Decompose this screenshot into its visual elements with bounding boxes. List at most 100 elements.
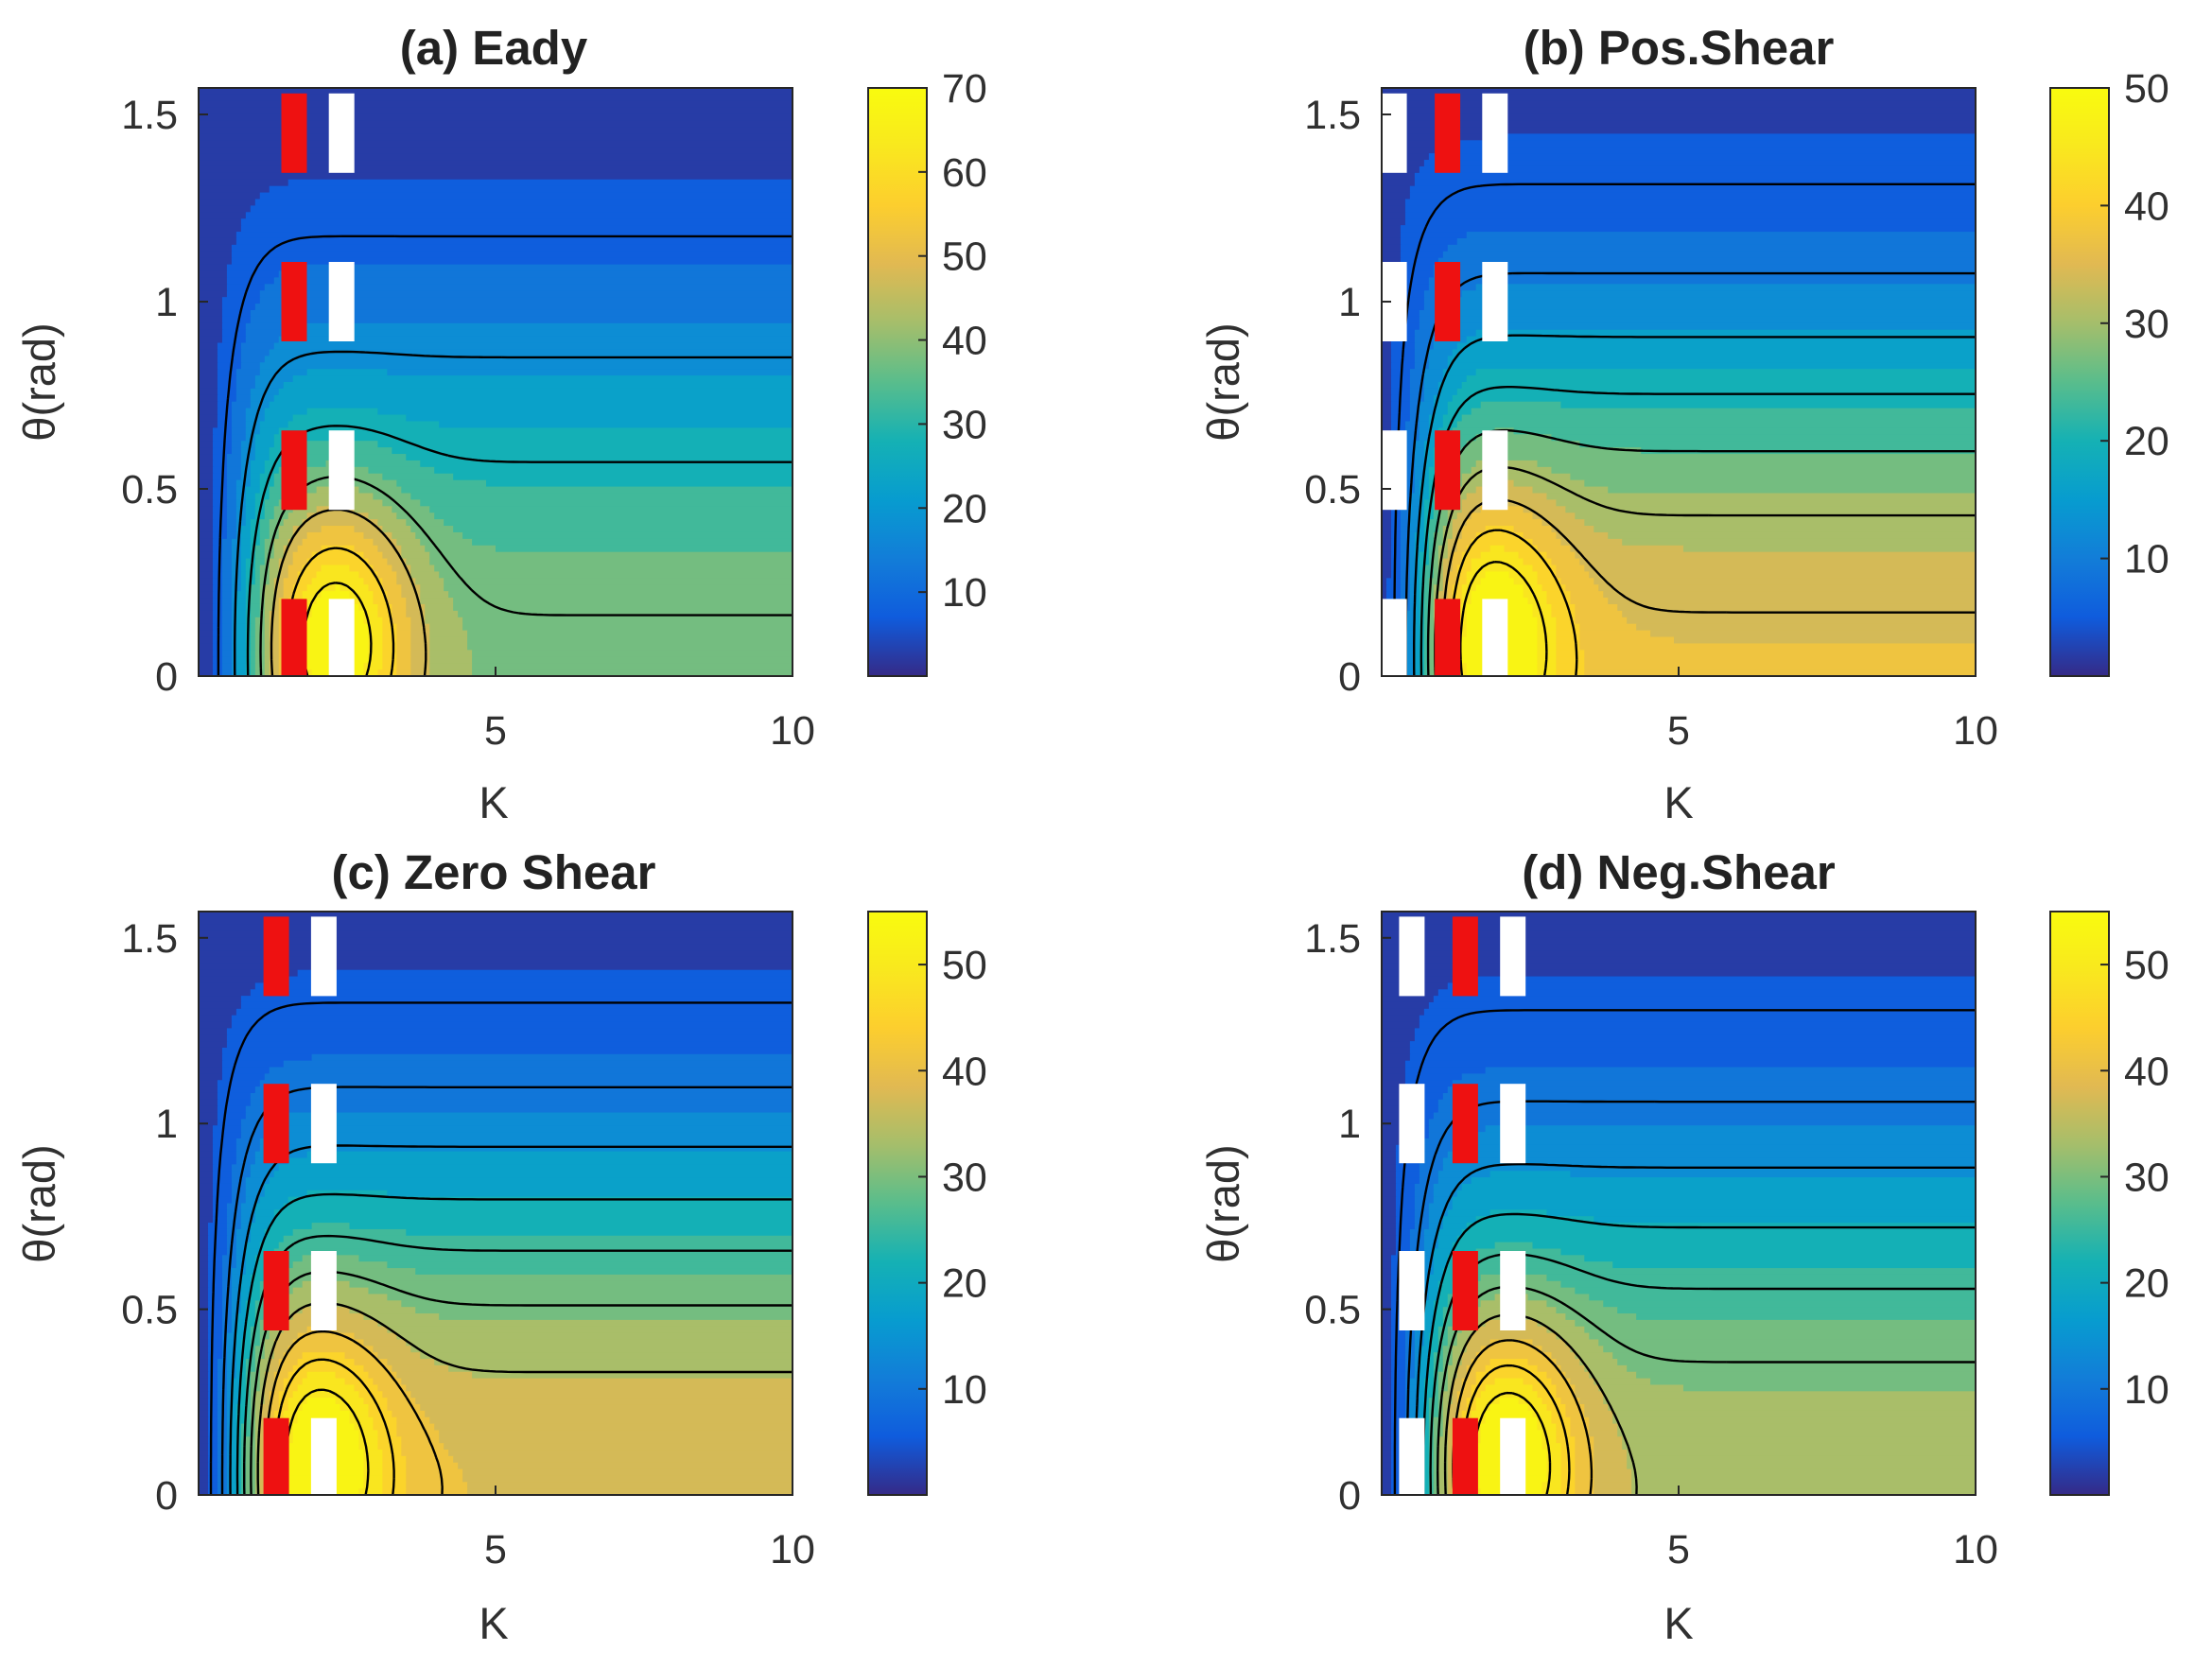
white-marker xyxy=(1382,599,1407,676)
y-tick-label: 0.5 xyxy=(121,467,178,513)
red-marker xyxy=(281,262,307,341)
y-axis-label: θ(rad) xyxy=(14,1144,64,1262)
y-tick-label: 1.5 xyxy=(1304,916,1361,962)
y-tick-label: 1 xyxy=(1338,280,1361,325)
colorbar-tick-label: 50 xyxy=(2124,943,2169,988)
red-marker xyxy=(1435,93,1461,173)
colorbar-gradient xyxy=(2049,911,2110,1496)
x-tick-label: 5 xyxy=(484,1527,507,1572)
y-axis-label: θ(rad) xyxy=(14,322,64,441)
panel-title: (b) Pos.Shear xyxy=(1524,21,1835,75)
y-tick-label: 0.5 xyxy=(1304,1288,1361,1333)
contour-line xyxy=(220,1086,792,1495)
panel-a: 0 0.5 1 1.5 5 10 (a) Eady Kθ(rad) 10 20 30 40 50 60 70 xyxy=(14,21,987,827)
white-marker xyxy=(1382,93,1407,173)
panel-b: 0 0.5 1 1.5 5 10 (b) Pos.Shear Kθ(rad) 10 20 30 40 5… xyxy=(1198,21,2169,827)
x-tick-label: 5 xyxy=(1667,1527,1690,1572)
colorbar-tick-label: 10 xyxy=(2124,537,2169,582)
red-marker xyxy=(1435,430,1461,511)
white-marker xyxy=(1500,1084,1526,1164)
x-tick-label: 5 xyxy=(1667,708,1690,754)
contour-line xyxy=(235,1192,792,1495)
white-marker xyxy=(310,1084,337,1164)
red-marker xyxy=(1452,1417,1478,1495)
red-marker xyxy=(263,1417,289,1495)
colorbar-tick-label: 50 xyxy=(942,235,987,280)
red-marker xyxy=(263,1084,289,1164)
white-marker xyxy=(328,430,355,511)
y-tick-label: 1 xyxy=(155,1102,178,1147)
y-tick-label: 1.5 xyxy=(121,916,178,962)
white-marker xyxy=(1382,430,1407,511)
contour-line xyxy=(256,1301,792,1495)
colorbar-tick-label: 60 xyxy=(942,150,987,196)
colorbar-c: 10 20 30 40 50 xyxy=(867,911,987,1496)
panel-d: 0 0.5 1 1.5 5 10 (d) Neg.Shear Kθ(rad) 10 20 30 40 5… xyxy=(1198,845,2169,1648)
x-axis-label: K xyxy=(479,1598,508,1648)
colorbar-tick-label: 20 xyxy=(942,1261,987,1307)
colorbar-gradient xyxy=(867,911,928,1496)
contour-fill-b xyxy=(1382,88,1976,676)
y-tick-label: 1 xyxy=(1338,1102,1361,1147)
red-marker xyxy=(1435,262,1461,341)
white-marker xyxy=(328,93,355,173)
colorbar-tick-label: 10 xyxy=(2124,1367,2169,1413)
y-tick-label: 0 xyxy=(155,654,178,700)
red-marker xyxy=(263,916,289,997)
y-tick-label: 0.5 xyxy=(121,1288,178,1333)
red-marker xyxy=(1452,1084,1478,1164)
white-marker xyxy=(328,599,355,676)
white-marker xyxy=(1482,262,1508,341)
white-marker xyxy=(1482,430,1508,511)
x-axis-label: K xyxy=(1663,777,1693,827)
y-tick-label: 0 xyxy=(1338,654,1361,700)
colorbar-tick-label: 70 xyxy=(942,66,987,112)
x-axis-label: K xyxy=(1663,1598,1693,1648)
colorbar-tick-label: 40 xyxy=(942,319,987,364)
x-tick-label: 5 xyxy=(484,708,507,754)
contour-lines-d xyxy=(1393,1009,1976,1495)
y-tick-label: 0.5 xyxy=(1304,467,1361,513)
red-marker xyxy=(1435,599,1461,676)
y-axis-label: θ(rad) xyxy=(1198,1144,1248,1262)
red-marker xyxy=(1452,1251,1478,1330)
white-marker xyxy=(1500,1417,1526,1495)
contour-lines-c xyxy=(209,1001,792,1495)
y-tick-label: 1.5 xyxy=(121,93,178,138)
contour-line xyxy=(209,1001,792,1495)
colorbar-gradient xyxy=(867,87,928,677)
colorbar-tick-label: 20 xyxy=(2124,419,2169,464)
colorbar-a: 10 20 30 40 50 60 70 xyxy=(867,66,987,677)
colorbar-tick-label: 20 xyxy=(942,486,987,531)
white-marker xyxy=(1500,1251,1526,1330)
white-marker xyxy=(1399,1417,1425,1495)
colorbar-b: 10 20 30 40 50 xyxy=(2049,66,2169,677)
colorbar-tick-label: 30 xyxy=(942,402,987,447)
x-axis-label: K xyxy=(479,777,508,827)
red-marker xyxy=(281,93,307,173)
contour-line xyxy=(1413,334,1976,676)
white-marker xyxy=(328,262,355,341)
panel-title: (a) Eady xyxy=(400,21,588,75)
white-marker xyxy=(310,916,337,997)
white-marker xyxy=(1500,916,1526,997)
colorbar-tick-label: 30 xyxy=(942,1155,987,1200)
white-marker xyxy=(1482,93,1508,173)
markers-a xyxy=(281,93,355,676)
x-tick-label: 10 xyxy=(1953,1527,1998,1572)
red-marker xyxy=(281,599,307,676)
y-tick-label: 0 xyxy=(1338,1473,1361,1519)
x-tick-label: 10 xyxy=(770,1527,815,1572)
colorbar-d: 10 20 30 40 50 xyxy=(2049,911,2169,1496)
colorbar-tick-label: 10 xyxy=(942,1367,987,1413)
colorbar-tick-label: 40 xyxy=(942,1049,987,1094)
x-tick-label: 10 xyxy=(770,708,815,754)
panel-c: 0 0.5 1 1.5 5 10 (c) Zero Shear Kθ(rad) 10 20 30 40… xyxy=(14,845,987,1648)
panel-title: (c) Zero Shear xyxy=(332,845,656,899)
colorbar-gradient xyxy=(2049,87,2110,677)
colorbar-tick-label: 40 xyxy=(2124,183,2169,229)
contour-line xyxy=(1459,561,1548,676)
red-marker xyxy=(281,430,307,511)
panel-title: (d) Neg.Shear xyxy=(1522,845,1836,899)
